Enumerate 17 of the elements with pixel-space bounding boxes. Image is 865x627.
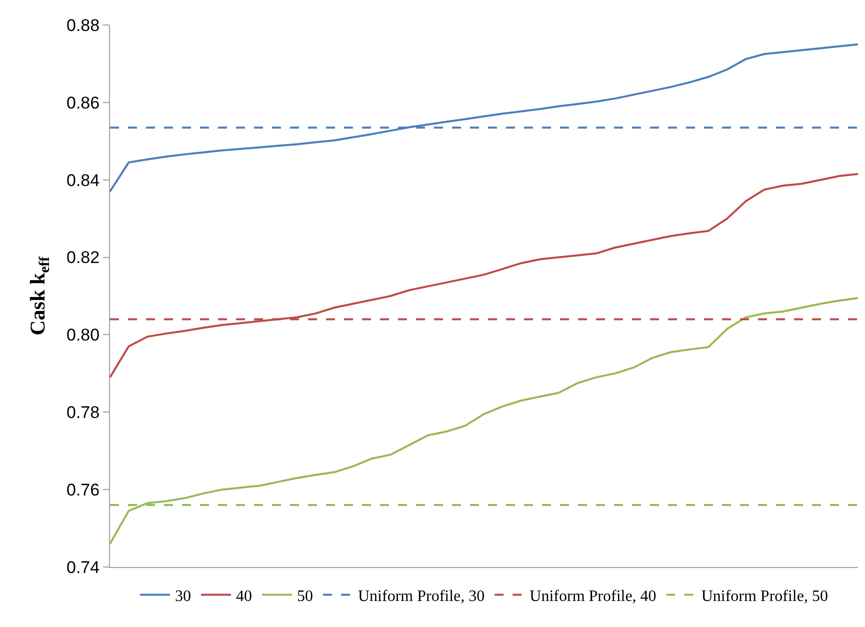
y-tick-label: 0.78 <box>66 403 100 422</box>
line-series <box>110 43 858 192</box>
legend-label: Uniform Profile, 50 <box>701 588 828 605</box>
y-tick-label: 0.88 <box>66 16 100 35</box>
y-tick-label: 0.80 <box>66 326 100 345</box>
y-tick-label: 0.74 <box>66 558 100 577</box>
legend-label: 40 <box>236 588 252 605</box>
y-tick-label: 0.86 <box>66 93 100 112</box>
y-tick-label: 0.76 <box>66 480 100 500</box>
legend-label: Uniform Profile, 30 <box>358 588 485 605</box>
legend-label: 50 <box>297 588 313 605</box>
legend-label: Uniform Profile, 40 <box>530 588 656 605</box>
line-series <box>110 296 858 545</box>
legend-label: 30 <box>175 588 191 605</box>
line-series <box>110 173 858 378</box>
y-tick-label: 0.84 <box>66 170 100 190</box>
y-tick-label: 0.82 <box>66 248 100 268</box>
